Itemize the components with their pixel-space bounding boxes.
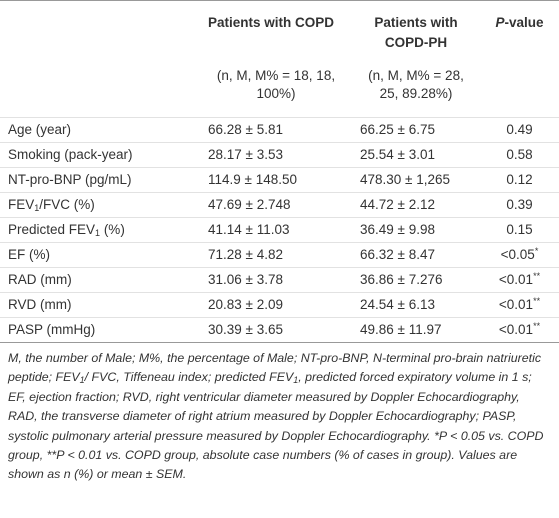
row-label: RAD (mm) <box>0 267 200 293</box>
row-label-part: 1 <box>95 228 101 238</box>
footnote-part: M, the number of Male; M%, the percentag… <box>8 351 542 385</box>
row-label: RVD (mm) <box>0 292 200 318</box>
cell: 66.32 ± 8.47 <box>352 242 480 268</box>
p-value-part: 0.49 <box>506 122 533 137</box>
cell: 49.86 ± 11.97 <box>352 317 480 343</box>
column-title: Patients with COPD <box>208 15 335 30</box>
row-label: Smoking (pack-year) <box>0 142 200 168</box>
cell: 36.49 ± 9.98 <box>352 217 480 243</box>
cell: (n, M, M% = 28, 25, 89.28%) <box>352 57 480 118</box>
column-subtitle: (n, M, M% = 18, 18, 100%) <box>216 68 336 101</box>
p-value-part: <0.01 <box>498 297 534 312</box>
cell: 28.17 ± 3.53 <box>200 142 352 168</box>
row-label-part: (%) <box>100 222 125 237</box>
table-body: Age (year) 66.28 ± 5.81 66.25 ± 6.75 0.49 Sm… <box>0 117 559 343</box>
cell <box>480 57 559 118</box>
row-label-part: 1 <box>34 203 40 213</box>
row-label-part: /FVC (%) <box>39 197 95 212</box>
cell: 66.28 ± 5.81 <box>200 117 352 143</box>
cell: 20.83 ± 2.09 <box>200 292 352 318</box>
footnote-part: , predicted forced expiratory volume in … <box>8 370 544 482</box>
table-row: Smoking (pack-year) 28.17 ± 3.53 25.54 ± 3… <box>0 142 559 168</box>
header-cell: Patients with COPD <box>200 1 352 58</box>
table-row: RAD (mm) 31.06 ± 3.78 36.86 ± 7.276 <0.01** <box>0 267 559 293</box>
cell: 36.86 ± 7.276 <box>352 267 480 293</box>
column-subtitle: (n, M, M% = 28, 25, 89.28%) <box>368 68 464 101</box>
p-value: <0.05* <box>480 242 559 268</box>
row-label-part: Smoking (pack-year) <box>8 147 133 162</box>
p-value-part: <0.01 <box>498 322 534 337</box>
table-row: NT-pro-BNP (pg/mL) 114.9 ± 148.50 478.30 ±… <box>0 167 559 193</box>
cell: (n, M, M% = 18, 18, 100%) <box>200 57 352 118</box>
table-row: PASP (mmHg) 30.39 ± 3.65 49.86 ± 11.97 <0.0… <box>0 317 559 343</box>
p-value: <0.01** <box>480 292 559 318</box>
p-value-part: ** <box>533 321 541 331</box>
cell: 30.39 ± 3.65 <box>200 317 352 343</box>
header-cell: P-value <box>480 1 559 58</box>
row-label-part: RVD (mm) <box>8 297 72 312</box>
cell: 41.14 ± 11.03 <box>200 217 352 243</box>
table-row: FEV1/FVC (%) 47.69 ± 2.748 44.72 ± 2.12 0.3… <box>0 192 559 218</box>
data-table: Patients with COPD Patients with COPD-PH P… <box>0 0 559 343</box>
p-value-part: <0.01 <box>498 272 534 287</box>
p-value-part: 0.15 <box>506 222 533 237</box>
footnote-part: / FVC, Tiffeneau index; predicted FEV <box>84 370 294 385</box>
footnote: M, the number of Male; M%, the percentag… <box>0 343 559 485</box>
row-label-part: Age (year) <box>8 122 72 137</box>
cell: 44.72 ± 2.12 <box>352 192 480 218</box>
header-cell: Patients with COPD-PH <box>352 1 480 58</box>
p-value-part: 0.12 <box>506 172 533 187</box>
table-row: Predicted FEV1 (%) 41.14 ± 11.03 36.49 ± 9… <box>0 217 559 243</box>
p-value-header: -value <box>504 15 544 30</box>
p-value-part: 0.58 <box>506 147 533 162</box>
cell: 71.28 ± 4.82 <box>200 242 352 268</box>
row-label: Predicted FEV1 (%) <box>0 217 200 243</box>
p-value: 0.58 <box>480 142 559 168</box>
table-head: Patients with COPD Patients with COPD-PH P… <box>0 1 559 118</box>
row-label-part: RAD (mm) <box>8 272 72 287</box>
row-label-part: Predicted FEV <box>8 222 96 237</box>
footnote-part: 1 <box>293 375 299 386</box>
table-row: EF (%) 71.28 ± 4.82 66.32 ± 8.47 <0.05* <box>0 242 559 268</box>
p-value: 0.12 <box>480 167 559 193</box>
p-value: 0.15 <box>480 217 559 243</box>
p-value-part: 0.39 <box>506 197 533 212</box>
row-label-part: EF (%) <box>8 247 50 262</box>
cell: 31.06 ± 3.78 <box>200 267 352 293</box>
row-label: Age (year) <box>0 117 200 143</box>
p-value-part: ** <box>533 271 541 281</box>
row-label: FEV1/FVC (%) <box>0 192 200 218</box>
row-label-part: NT-pro-BNP (pg/mL) <box>8 172 132 187</box>
p-value: <0.01** <box>480 267 559 293</box>
table-row: RVD (mm) 20.83 ± 2.09 24.54 ± 6.13 <0.01** <box>0 292 559 318</box>
p-value: 0.39 <box>480 192 559 218</box>
cell: 66.25 ± 6.75 <box>352 117 480 143</box>
cell: 47.69 ± 2.748 <box>200 192 352 218</box>
p-value-part: ** <box>533 296 541 306</box>
column-title: Patients with COPD-PH <box>374 15 458 50</box>
subtitle-row: (n, M, M% = 18, 18, 100%) (n, M, M% = 28,… <box>0 57 559 118</box>
cell: 25.54 ± 3.01 <box>352 142 480 168</box>
row-label: EF (%) <box>0 242 200 268</box>
header-row: Patients with COPD Patients with COPD-PH P… <box>0 1 559 58</box>
p-value: <0.01** <box>480 317 559 343</box>
table-row: Age (year) 66.28 ± 5.81 66.25 ± 6.75 0.49 <box>0 117 559 143</box>
p-value: 0.49 <box>480 117 559 143</box>
row-label-part: FEV <box>8 197 35 212</box>
cell: 24.54 ± 6.13 <box>352 292 480 318</box>
p-value-header: P <box>495 15 505 30</box>
header-cell <box>0 1 200 58</box>
p-value-part: * <box>534 246 539 256</box>
cell: 114.9 ± 148.50 <box>200 167 352 193</box>
footnote-part: 1 <box>79 375 85 386</box>
cell <box>0 57 200 118</box>
p-value-part: <0.05 <box>500 247 535 262</box>
row-label: NT-pro-BNP (pg/mL) <box>0 167 200 193</box>
row-label: PASP (mmHg) <box>0 317 200 343</box>
cell: 478.30 ± 1,265 <box>352 167 480 193</box>
row-label-part: PASP (mmHg) <box>8 322 96 337</box>
